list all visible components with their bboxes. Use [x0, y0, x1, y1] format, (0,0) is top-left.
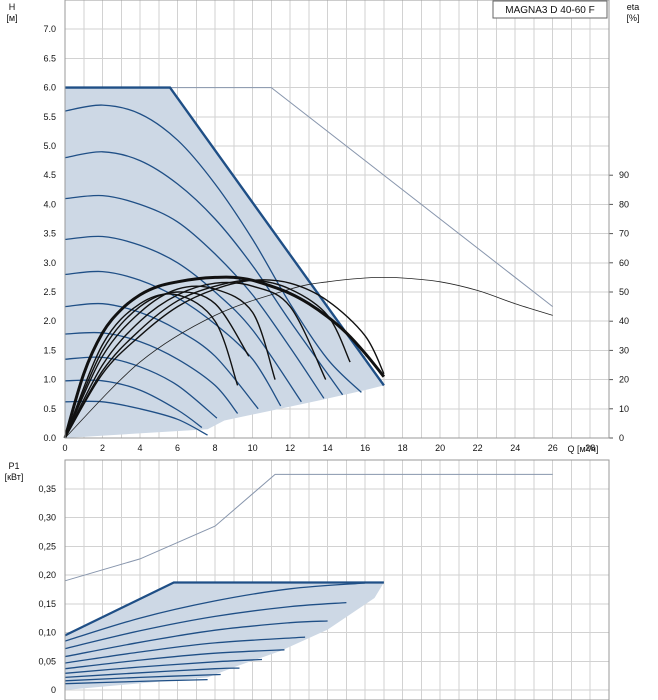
- flow-axis-label: Q [м³/ч]: [568, 444, 599, 454]
- x-tick-label: 20: [435, 443, 445, 453]
- head-curve: [64, 194, 325, 399]
- head-curve: [64, 270, 282, 407]
- head-tick-label: 0.5: [43, 404, 56, 414]
- efficiency-curve: [64, 279, 385, 439]
- power-tick-label: 0,15: [38, 599, 56, 609]
- head-tick-label: 5.5: [43, 112, 56, 122]
- eta-tick-label: 60: [619, 258, 629, 268]
- max-head-curve: [65, 86, 385, 387]
- head-axis-unit: [м]: [6, 13, 17, 23]
- efficiency-axis-name: eta: [627, 2, 640, 12]
- x-tick-label: 26: [548, 443, 558, 453]
- power-tick-label: 0: [51, 685, 56, 695]
- power-chart-frame: [64, 459, 610, 700]
- power-curve: [64, 673, 221, 682]
- head-tick-label: 6.5: [43, 53, 56, 63]
- eta-tick-label: 20: [619, 375, 629, 385]
- eta-tick-label: 30: [619, 345, 629, 355]
- power-tick-label: 0,25: [38, 541, 56, 551]
- x-tick-label: 10: [248, 443, 258, 453]
- eta-tick-label: 90: [619, 170, 629, 180]
- power-operating-area: [65, 582, 384, 690]
- head-curve: [64, 400, 208, 436]
- x-tick-label: 8: [213, 443, 218, 453]
- x-tick-label: 24: [510, 443, 520, 453]
- power-tick-label: 0,35: [38, 484, 56, 494]
- efficiency-curve: [64, 293, 239, 439]
- head-tick-label: 4.0: [43, 199, 56, 209]
- power-curve: [64, 620, 328, 658]
- power-tick-label: 0,10: [38, 628, 56, 638]
- head-curve: [64, 302, 259, 410]
- x-tick-label: 2: [100, 443, 105, 453]
- eta-tick-label: 80: [619, 199, 629, 209]
- head-chart-frame: [64, 0, 610, 439]
- x-tick-label: 18: [398, 443, 408, 453]
- head-curve: [64, 151, 344, 396]
- head-curve: [64, 235, 302, 403]
- head-tick-label: 0.0: [43, 433, 56, 443]
- head-tick-label: 4.5: [43, 170, 56, 180]
- x-tick-label: 6: [175, 443, 180, 453]
- head-tick-label: 6.0: [43, 83, 56, 93]
- eta-tick-label: 50: [619, 287, 629, 297]
- head-axis-name: H: [9, 2, 16, 12]
- x-tick-label: 16: [360, 443, 370, 453]
- power-axis-name: P1: [8, 461, 19, 471]
- x-tick-label: 12: [285, 443, 295, 453]
- twin-pump-power-curve: [64, 473, 553, 582]
- efficiency-curve: [64, 285, 276, 439]
- efficiency-curve: [64, 291, 250, 439]
- power-area-fill: [65, 582, 384, 690]
- power-curve: [64, 582, 366, 642]
- power-tick-label: 0,05: [38, 656, 56, 666]
- power-curve: [64, 658, 263, 674]
- efficiency-axis-unit: [%]: [626, 13, 639, 23]
- x-tick-label: 28: [585, 443, 595, 453]
- efficiency-curve: [64, 279, 351, 439]
- power-axis-unit: [кВт]: [5, 472, 24, 482]
- power-curve: [64, 601, 347, 650]
- efficiency-curves-layer: [63, 275, 553, 439]
- x-tick-label: 4: [138, 443, 143, 453]
- head-curve: [64, 104, 362, 393]
- head-tick-label: 2.5: [43, 287, 56, 297]
- tick-labels-layer: 0 2 4 6 8 10 12 14 16 18 20 22 24 26 280.00.51.01.52.0…: [38, 24, 629, 695]
- eta-tick-label: 10: [619, 404, 629, 414]
- head-tick-label: 1.5: [43, 345, 56, 355]
- power-curve: [64, 667, 240, 679]
- head-tick-label: 7.0: [43, 24, 56, 34]
- head-tick-label: 1.0: [43, 375, 56, 385]
- eta-tick-label: 40: [619, 316, 629, 326]
- eta-tick-label: 70: [619, 229, 629, 239]
- power-tick-label: 0,20: [38, 570, 56, 580]
- head-curve: [64, 331, 239, 414]
- chart-title-box: [492, 0, 608, 19]
- power-tick-label: 0,30: [38, 513, 56, 523]
- efficiency-curve: [64, 281, 327, 439]
- power-curves-layer: [64, 473, 553, 685]
- head-tick-label: 5.0: [43, 141, 56, 151]
- power-curve: [64, 636, 306, 664]
- head-curves-layer: [64, 86, 554, 436]
- head-tick-label: 3.5: [43, 229, 56, 239]
- max-power-curve: [64, 581, 384, 637]
- eta-tick-label: 0: [619, 433, 624, 443]
- chart-title: MAGNA3 D 40-60 F: [505, 5, 594, 16]
- x-tick-label: 14: [323, 443, 333, 453]
- power-curve: [64, 649, 285, 670]
- power-curve: [64, 678, 208, 685]
- head-tick-label: 2.0: [43, 316, 56, 326]
- x-tick-label: 22: [473, 443, 483, 453]
- x-tick-label: 0: [62, 443, 67, 453]
- twin-efficiency-curve: [64, 276, 553, 439]
- head-tick-label: 3.0: [43, 258, 56, 268]
